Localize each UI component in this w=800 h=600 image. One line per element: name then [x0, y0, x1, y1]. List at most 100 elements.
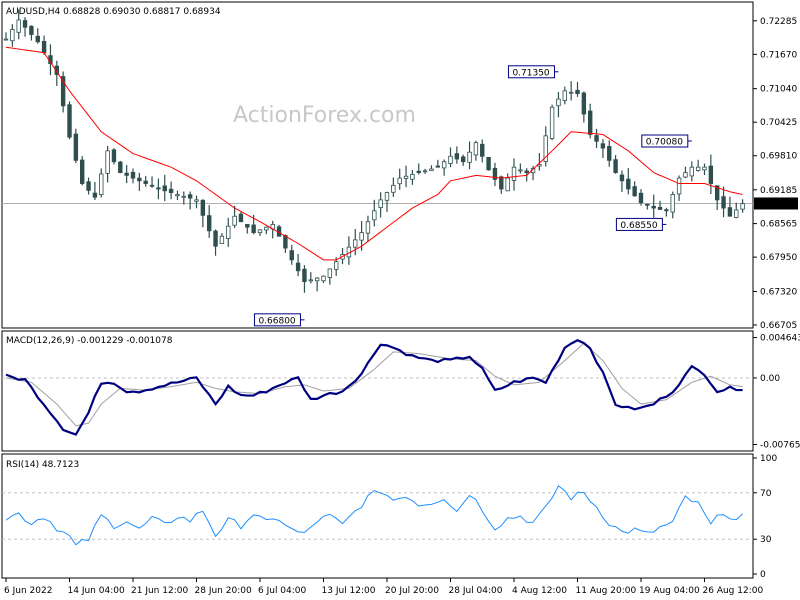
candle-body — [143, 180, 148, 184]
candle-body — [391, 184, 396, 193]
candle-body — [721, 196, 726, 209]
annotation-box — [641, 134, 689, 148]
candle-body — [86, 181, 91, 191]
candle-body — [435, 165, 440, 168]
candle-body — [734, 209, 739, 218]
candle-body — [41, 41, 47, 54]
candle-body — [448, 155, 453, 164]
candle-body — [740, 203, 745, 210]
candle-body — [664, 209, 669, 212]
candle-body — [549, 106, 555, 139]
candle-body — [200, 199, 206, 216]
candle-body — [556, 98, 561, 107]
candle-body — [416, 170, 421, 174]
candle-body — [22, 20, 28, 28]
candle-body — [213, 230, 218, 247]
candle-body — [626, 178, 631, 190]
candle-body — [118, 161, 123, 174]
rsi-y-tick-label: 30 — [760, 535, 772, 545]
candle-body — [73, 133, 79, 161]
price-y-tick-label: 0.69185 — [760, 186, 797, 196]
x-tick-label: 6 Jul 04:00 — [258, 586, 307, 596]
macd-y-tick-label: 0.00 — [760, 374, 780, 384]
candle-body — [321, 275, 326, 282]
candle-body — [562, 90, 567, 101]
macd-y-tick-label: 0.004643 — [760, 334, 800, 344]
candle-body — [384, 192, 390, 201]
current-price-label: 0.68934 — [757, 199, 794, 209]
candle-body — [397, 177, 402, 185]
annotation-label: 0.71350 — [512, 68, 549, 78]
candle-body — [492, 167, 498, 180]
rsi-panel — [1, 453, 754, 579]
rsi-y-tick-label: 0 — [760, 570, 766, 580]
rsi-y-tick-label: 70 — [760, 489, 772, 499]
candle-body — [588, 110, 593, 135]
candle-body — [607, 146, 612, 161]
candle-body — [219, 235, 225, 245]
candle-body — [105, 150, 110, 174]
current-price-tag — [754, 197, 798, 210]
candle-body — [473, 142, 479, 156]
candle-body — [35, 35, 40, 43]
candle-body — [638, 192, 644, 204]
annotation-box — [615, 217, 663, 231]
candle-body — [60, 76, 66, 107]
candle-body — [670, 194, 675, 213]
macd-panel-title: MACD(12,26,9) -0.001229 -0.001078 — [6, 336, 173, 346]
price-y-tick-label: 0.71040 — [760, 85, 797, 95]
candle-body — [111, 149, 117, 163]
price-y-tick-label: 0.71670 — [760, 50, 797, 60]
candle-body — [206, 215, 212, 232]
candle-body — [708, 165, 714, 184]
candle-body — [130, 171, 136, 179]
candle-body — [99, 173, 104, 196]
candle-body — [410, 174, 415, 180]
candle-body — [467, 151, 472, 163]
candle-body — [283, 235, 288, 249]
rsi-line — [5, 485, 743, 546]
macd-panel — [1, 330, 754, 452]
annotation-label: 0.68550 — [620, 221, 657, 231]
candle-body — [257, 229, 263, 234]
axis-layer: 0.72285 0.71670 0.71040 0.70425 0.69810 0.691… — [4, 17, 800, 596]
candle-body — [683, 172, 688, 178]
macd-line — [5, 339, 743, 436]
price-y-tick-label: 0.72285 — [760, 17, 797, 27]
rsi-panel-title: RSI(14) 48.7123 — [6, 460, 79, 470]
x-tick-label: 21 Jun 12:00 — [131, 586, 188, 596]
candle-body — [372, 210, 377, 221]
x-tick-label: 4 Aug 12:00 — [512, 586, 567, 596]
candle-body — [245, 224, 250, 228]
x-tick-label: 20 Jul 20:00 — [385, 586, 439, 596]
candle-body — [403, 175, 409, 179]
candle-body — [499, 176, 504, 190]
candle-body — [568, 91, 574, 94]
candle-body — [194, 199, 199, 202]
annotation-box — [253, 313, 301, 327]
candle-body — [359, 232, 364, 241]
candle-body — [264, 226, 269, 231]
candle-body — [327, 268, 333, 278]
x-tick-label: 28 Jul 04:00 — [449, 586, 503, 596]
candle-body — [365, 221, 371, 234]
candle-body — [226, 225, 231, 239]
candle-body — [657, 206, 663, 210]
price-panel-title: AUDUSD,H4 0.68828 0.69030 0.68817 0.6893… — [6, 7, 221, 17]
price-panel — [1, 1, 754, 329]
x-tick-label: 13 Jul 12:00 — [322, 586, 376, 596]
price-y-tick-label: 0.67950 — [760, 253, 797, 263]
candle-body — [308, 279, 313, 282]
price-y-tick-label: 0.69810 — [760, 152, 797, 162]
macd-signal-line — [5, 342, 743, 427]
candle-body — [594, 135, 599, 142]
x-tick-label: 11 Aug 20:00 — [576, 586, 637, 596]
candle-body — [651, 205, 656, 209]
candle-body — [460, 156, 466, 163]
candle-body — [92, 192, 98, 198]
candle-body — [29, 25, 34, 35]
candle-body — [695, 166, 701, 171]
candle-body — [645, 203, 650, 206]
rsi-layer — [2, 485, 753, 546]
